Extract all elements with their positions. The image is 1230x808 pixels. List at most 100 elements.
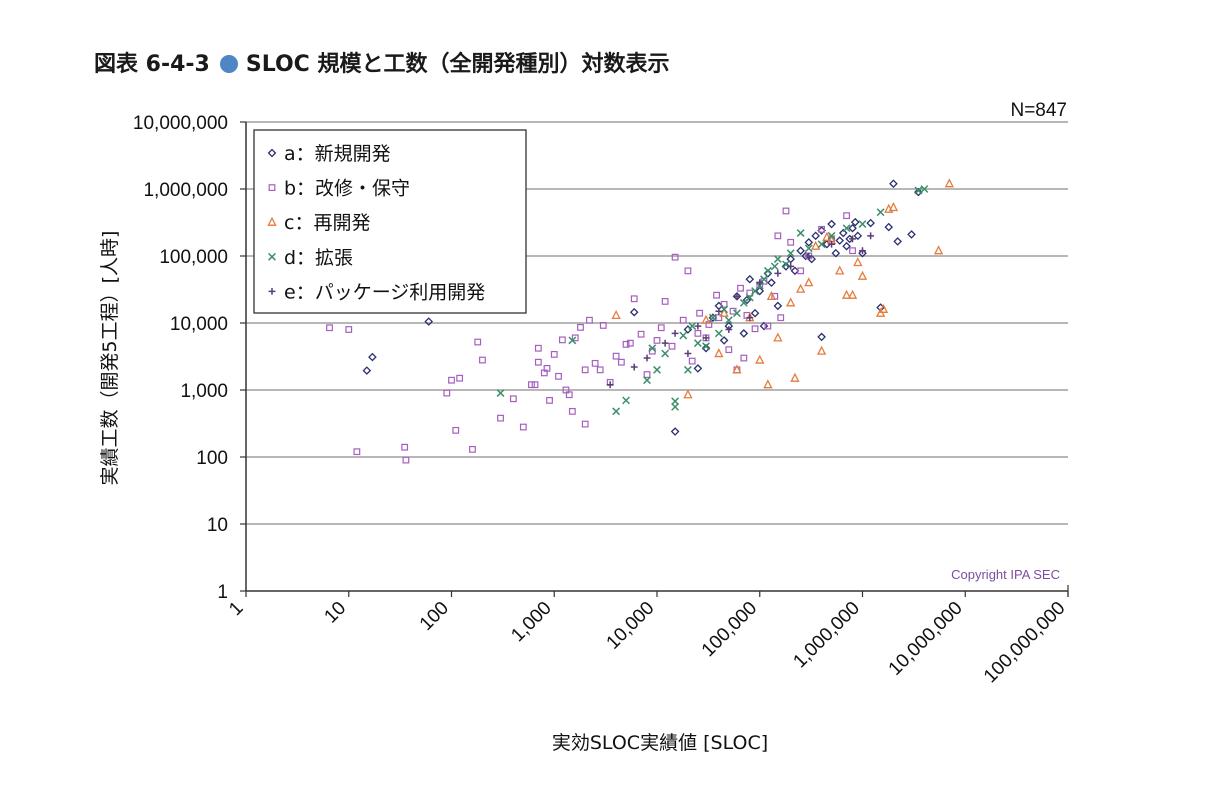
data-point-e — [859, 247, 866, 255]
legend-label-c: c：再開発 — [284, 212, 370, 234]
data-point-e — [715, 307, 723, 315]
legend-marker-d-icon — [268, 252, 276, 261]
data-point-b — [688, 357, 696, 365]
data-point-d — [679, 331, 688, 340]
legend-label-a: a：新規開発 — [284, 143, 391, 165]
data-point-e — [684, 350, 692, 357]
data-point-b — [725, 346, 733, 354]
copyright-label: Copyright IPA SEC — [951, 567, 1060, 582]
data-point-b — [519, 423, 527, 431]
data-point-c — [755, 354, 765, 364]
data-point-e — [733, 292, 741, 300]
data-point-e — [787, 262, 795, 270]
data-point-a — [866, 218, 875, 228]
data-point-a — [811, 231, 820, 241]
data-point-a — [858, 248, 867, 258]
x-tick-label: 1 — [225, 598, 247, 620]
series-e — [606, 232, 875, 389]
data-point-a — [838, 228, 848, 238]
data-point-d — [786, 249, 795, 258]
data-point-b — [720, 300, 728, 308]
legend-item-a: a：新規開発 — [267, 143, 391, 165]
data-point-a — [708, 313, 718, 323]
data-point-a — [759, 321, 769, 331]
data-point-b — [617, 358, 625, 366]
data-point-d — [760, 275, 768, 284]
y-tick-label: 10,000 — [170, 314, 228, 335]
data-point-b — [818, 225, 826, 233]
data-point-b — [694, 329, 702, 337]
data-point-a — [767, 278, 776, 287]
data-point-d — [693, 339, 702, 348]
legend-label-b: b：改修・保守 — [284, 178, 410, 200]
data-point-b — [737, 284, 744, 292]
data-point-b — [596, 366, 604, 374]
data-point-b — [448, 376, 455, 384]
data-point-c — [714, 348, 724, 358]
legend-marker-c-icon — [267, 216, 277, 226]
data-point-b — [591, 359, 599, 367]
x-tick-label: 10,000 — [603, 598, 659, 654]
data-point-d — [751, 287, 759, 295]
data-point-a — [755, 286, 765, 296]
data-point-a — [629, 307, 639, 317]
title-bullet-icon — [219, 55, 238, 73]
data-point-b — [637, 330, 645, 338]
data-point-c — [822, 231, 832, 241]
data-point-d — [876, 208, 885, 217]
y-tick-label: 100 — [196, 448, 228, 469]
data-point-b — [558, 336, 566, 344]
legend-marker-e-icon — [268, 288, 276, 295]
data-point-a — [804, 238, 814, 247]
x-tick-label: 1,000 — [507, 598, 555, 646]
x-tick-label: 10 — [320, 598, 350, 628]
x-axis-title: 実効SLOC実績値 [SLOC] — [552, 732, 768, 754]
data-point-a — [884, 222, 894, 232]
data-point-b — [581, 366, 589, 374]
data-point-d — [671, 397, 680, 406]
data-point-b — [630, 295, 638, 303]
data-point-b — [622, 340, 630, 348]
data-point-b — [577, 323, 584, 331]
data-point-b — [849, 247, 856, 255]
data-point-c — [795, 283, 806, 293]
data-point-a — [842, 241, 851, 251]
data-point-e — [867, 232, 875, 240]
data-point-d — [827, 231, 836, 240]
x-tick-label: 100,000 — [698, 598, 761, 661]
y-tick-label: 10 — [207, 515, 228, 536]
data-point-c — [888, 202, 899, 212]
data-point-b — [528, 381, 535, 389]
data-point-c — [732, 364, 742, 374]
data-point-e — [849, 235, 856, 243]
data-point-b — [546, 396, 553, 404]
data-point-d — [763, 266, 772, 275]
data-point-c — [857, 270, 868, 280]
chart-title: 図表 6-4-3 SLOC 規模と工数（全開発種別）対数表示 — [94, 46, 669, 78]
data-point-a — [739, 329, 749, 338]
legend: a：新規開発 b：改修・保守 c：再開発 d：拡張 e：パッケージ利用開発 — [253, 129, 527, 314]
data-point-b — [456, 374, 464, 382]
data-point-b — [345, 326, 353, 333]
data-point-d — [653, 365, 661, 374]
legend-marker-b-icon — [268, 184, 276, 192]
data-point-d — [612, 407, 621, 416]
data-point-a — [424, 317, 434, 326]
data-point-d — [817, 240, 826, 249]
data-point-b — [797, 267, 805, 275]
data-point-b — [509, 395, 517, 403]
data-point-b — [643, 371, 651, 378]
data-point-b — [571, 334, 579, 342]
y-tick-label: 1,000,000 — [143, 180, 228, 201]
data-point-a — [831, 248, 841, 258]
data-point-e — [702, 334, 710, 342]
data-point-e — [756, 279, 764, 287]
data-point-b — [443, 389, 451, 397]
data-point-a — [786, 254, 796, 264]
data-point-c — [683, 389, 693, 399]
data-point-e — [725, 326, 733, 333]
data-point-a — [853, 231, 863, 241]
data-point-a — [745, 274, 755, 284]
data-point-b — [586, 316, 593, 324]
